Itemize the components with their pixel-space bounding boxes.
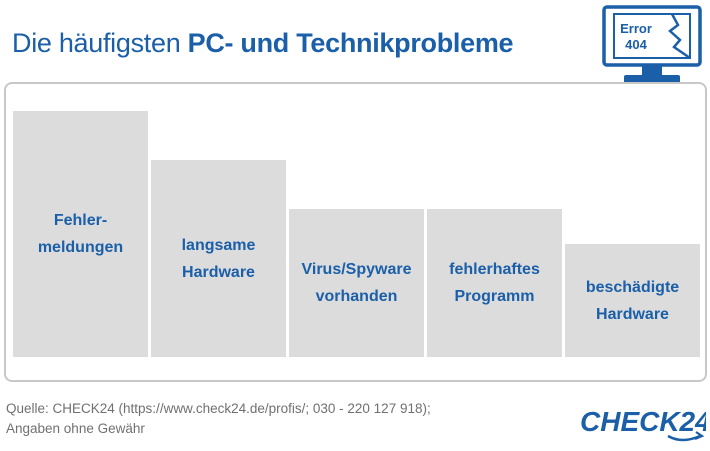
title-regular: Die häufigsten — [12, 28, 181, 58]
bar-label-1: langsame Hardware — [181, 236, 256, 281]
source-line-1: Quelle: CHECK24 (https://www.check24.de/… — [6, 401, 431, 416]
monitor-error-icon: Error 404 — [602, 5, 702, 84]
source-note: Quelle: CHECK24 (https://www.check24.de/… — [6, 399, 431, 439]
bar-0: Fehler- meldungen — [13, 111, 148, 357]
bar-4: beschädigte Hardware — [565, 244, 700, 357]
source-line-2: Angaben ohne Gewähr — [6, 421, 145, 436]
bar-label-2: Virus/Spyware vorhanden — [301, 261, 412, 305]
brand-name: CHECK24 — [580, 406, 706, 437]
monitor-text-error: Error — [620, 21, 652, 36]
chart-frame — [4, 82, 707, 382]
monitor-text-code: 404 — [625, 37, 647, 52]
bar-2: Virus/Spyware vorhanden — [289, 209, 424, 357]
bar-label-3: fehlerhaftes Programm — [449, 261, 540, 305]
bar-3: fehlerhaftes Programm — [427, 209, 562, 357]
bar-label-4: beschädigte Hardware — [585, 278, 680, 323]
bar-1: langsame Hardware — [151, 160, 286, 357]
page-title: Die häufigsten PC- und Technikprobleme — [12, 28, 514, 59]
title-bold: PC- und Technikprobleme — [187, 28, 514, 58]
bar-label-0: Fehler- meldungen — [37, 212, 124, 256]
check24-logo: CHECK24 — [580, 406, 706, 442]
